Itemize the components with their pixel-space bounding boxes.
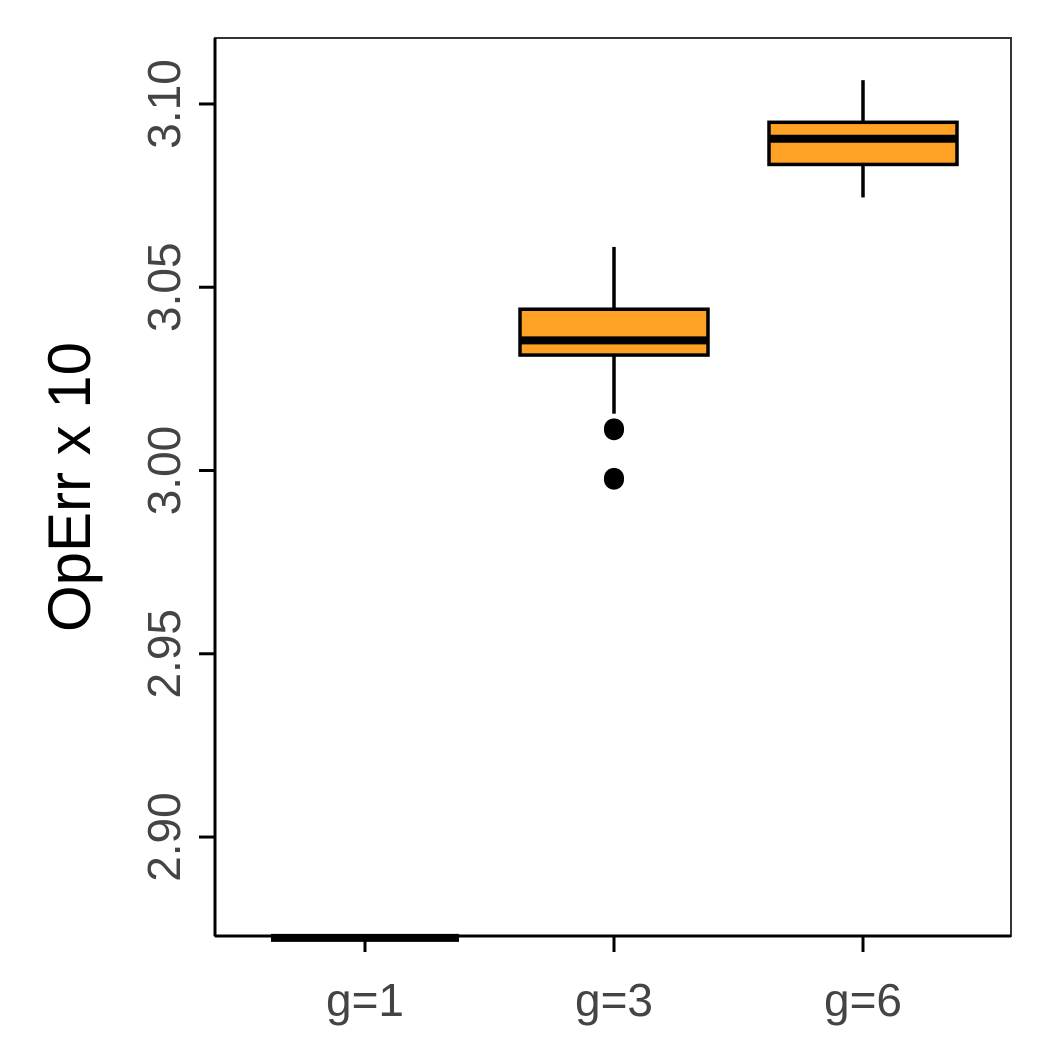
x-tick-label: g=1 [326,974,404,1026]
x-axis: g=1 g=3 g=6 [215,934,1011,1026]
y-tick-label: 2.90 [138,792,190,882]
box-iqr [518,307,710,357]
y-tick-label: 3.00 [138,426,190,516]
box-g-6 [767,80,959,198]
box-g-3 [518,246,710,490]
outlier-point [604,418,624,439]
x-tick-label: g=6 [824,974,902,1026]
y-tick-label: 2.95 [138,609,190,699]
y-tick-label: 3.10 [138,59,190,149]
y-axis-title: OpErr x 10 [36,342,103,632]
x-tick-label: g=3 [575,974,653,1026]
box-iqr [767,120,959,167]
outlier-point [604,469,624,490]
y-axis: 2.90 2.95 3.00 3.05 3.10 [138,38,217,936]
y-tick-label: 3.05 [138,242,190,332]
boxes-layer [271,80,959,942]
